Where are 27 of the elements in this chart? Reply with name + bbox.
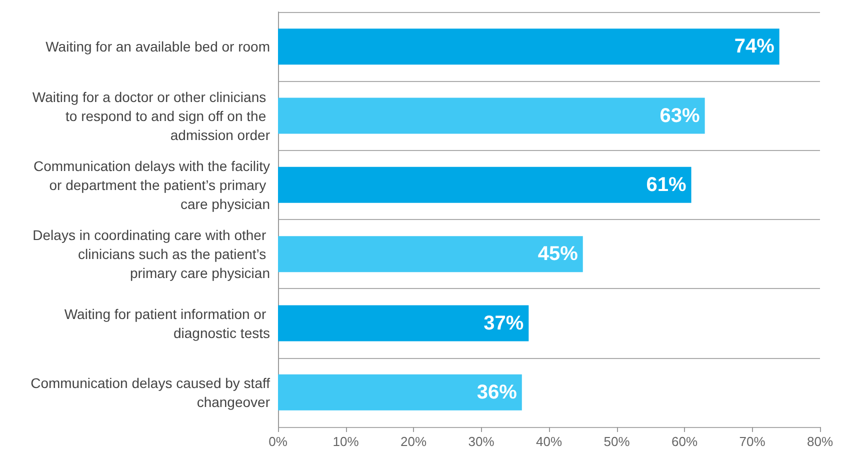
bar: [278, 166, 692, 203]
bar: [278, 305, 529, 342]
x-tick-label: 0%: [268, 434, 288, 449]
x-tick-label: 30%: [468, 434, 495, 449]
data-label: 61%: [646, 174, 686, 196]
data-label: 45%: [538, 243, 578, 266]
data-label: 36%: [476, 381, 518, 404]
x-tick-label: 80%: [806, 434, 834, 449]
bar: [278, 236, 583, 272]
x-tick-label: 10%: [332, 434, 360, 449]
y-tick-label: Communication delays with the facility or department the patient’s primary care physician: [33, 158, 270, 212]
y-tick-label: Waiting for patient information or diagnostic tests: [64, 306, 270, 341]
x-tick-label: 50%: [604, 434, 630, 449]
y-tick-label: Communication delays caused by staff changeover: [30, 374, 270, 410]
data-label: 63%: [660, 104, 700, 127]
y-tick-label: Waiting for a doctor or other clinicians to respond to and sign off on the admission order: [32, 88, 270, 143]
bar: [278, 98, 705, 134]
x-tick-label: 40%: [536, 434, 562, 449]
data-label: 37%: [484, 312, 524, 334]
bar: [278, 28, 780, 65]
y-tick-label: Delays in coordinating care with other clinicians such as the patient’s primary care physician: [32, 227, 270, 282]
bar: [278, 374, 522, 410]
y-tick-label: Waiting for an available bed or room: [46, 38, 270, 55]
x-tick-label: 20%: [400, 434, 427, 449]
data-label: 74%: [734, 36, 775, 58]
x-tick-label: 70%: [739, 434, 766, 449]
x-tick-label: 60%: [671, 434, 698, 449]
